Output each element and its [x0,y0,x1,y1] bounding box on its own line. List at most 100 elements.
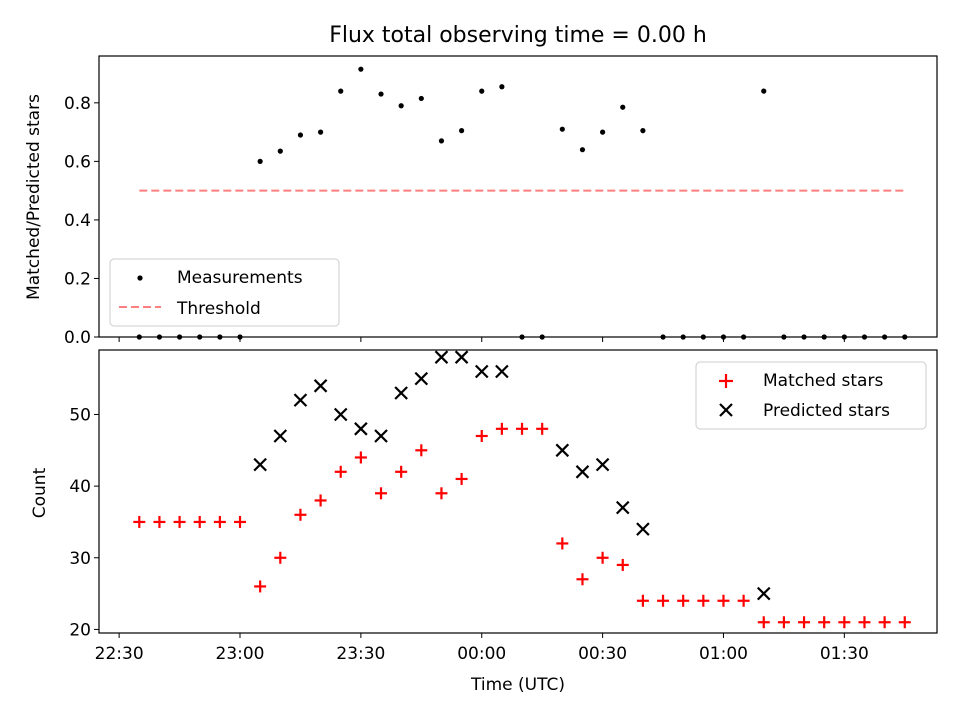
count-legend: Matched stars Predicted stars [695,361,927,430]
ratio-y-tick-label: 0.8 [64,94,91,114]
count-x-tick-label: 22:30 [95,644,144,664]
matched-stars-point [677,594,690,607]
count-x-ticks: 22:30 23:00 23:30 00:00 00:30 01:00 01:30 [95,633,869,664]
matched-stars-point [636,594,649,607]
predicted-stars-point [555,443,570,458]
matched-stars-point [495,422,508,435]
ratio-legend-box [109,258,340,327]
matched-stars-point [475,429,488,442]
measurement-point [378,91,384,97]
ratio-legend: Measurements Threshold [109,258,340,327]
matched-stars-point [878,616,891,629]
ratio-y-tick-label: 0.4 [64,211,91,231]
legend-predicted-marker [719,403,733,417]
count-x-tick-label: 01:00 [699,644,748,664]
predicted-stars-point [615,500,630,515]
measurement-point [257,158,263,164]
measurement-point [579,147,586,153]
matched-stars-point [777,616,790,629]
predicted-stars-point [273,429,288,443]
count-y-tick-label: 40 [69,477,91,497]
predicted-stars-point [454,350,469,364]
legend-predicted-label: Predicted stars [763,401,890,421]
predicted-stars-point [293,393,308,407]
matched-stars-point [717,594,730,607]
matched-stars-point [596,551,609,564]
matched-stars-point [757,616,770,629]
ratio-y-tick-label: 0.6 [64,152,91,172]
predicted-stars-point [575,465,590,479]
predicted-stars-point [636,522,650,536]
measurement-point [761,88,767,94]
matched-stars-point [274,551,287,564]
predicted-stars-point [354,422,368,436]
measurement-point [499,84,505,90]
matched-stars-point [153,515,166,528]
count-plot-frame [98,349,938,634]
matched-stars-point [435,487,448,500]
matched-stars-point [516,422,529,435]
measurement-point [358,66,364,72]
predicted-stars-point [333,407,348,422]
matched-stars-point [536,422,549,435]
count-panel: Count Time (UTC) 20 30 40 50 22:30 23:00 23:3… [30,349,938,695]
count-x-tick-label: 23:30 [336,644,385,664]
measurement-point [438,138,445,144]
predicted-stars-point [414,371,429,386]
measurement-point [277,148,283,154]
ratio-y-tick-label: 0.0 [64,328,91,348]
ratio-panel: Flux total observing time = 0.00 h Match… [24,23,938,348]
count-legend-box [695,361,927,430]
matched-stars-point [294,508,307,521]
count-y-tick-label: 20 [69,620,91,640]
count-x-tick-label: 23:00 [216,644,265,664]
count-y-tick-label: 30 [69,549,91,569]
matched-stars-point [818,616,831,629]
matched-stars-point [133,515,146,528]
measurement-point [458,128,465,134]
legend-measurements-marker [137,275,143,281]
matched-stars-point [858,616,871,629]
legend-measurements-label: Measurements [177,268,303,288]
matched-stars-point [697,594,710,607]
ratio-y-ticks: 0.0 0.2 0.4 0.6 0.8 [64,94,99,348]
measurement-point [600,129,606,135]
matched-stars-point [254,580,267,593]
count-x-tick-label: 00:00 [457,644,506,664]
measurement-point [297,132,304,138]
matched-stars-point [213,515,226,528]
measurement-point [398,103,404,109]
chart-title: Flux total observing time = 0.00 h [329,23,707,48]
legend-threshold-label: Threshold [176,299,261,319]
ratio-y-tick-label: 0.2 [64,269,91,289]
predicted-stars-point [313,379,328,393]
matched-stars-point [455,472,468,485]
ratio-plot-frame [98,55,938,338]
predicted-stars-point [474,364,489,379]
matched-stars-point [898,616,911,629]
predicted-stars-point [394,386,408,400]
count-x-axis-label: Time (UTC) [470,675,565,695]
matched-stars-point [838,616,851,629]
matched-stars-point [798,616,811,629]
matched-stars-point [193,515,206,528]
predicted-stars-point [495,364,509,379]
legend-matched-marker [719,374,733,388]
legend-matched-label: Matched stars [763,371,883,391]
count-y-axis-label: Count [30,467,50,518]
measurement-point [479,88,485,94]
matched-stars-point [657,594,670,607]
matched-stars-point [173,515,186,528]
ratio-y-axis-label: Matched/Predicted stars [24,94,44,300]
measurement-point [317,129,324,135]
predicted-stars-point [595,457,610,472]
predicted-stars-point [374,429,388,443]
predicted-stars-point [434,350,449,364]
predicted-stars-point [253,457,267,472]
matched-stars-point [334,465,347,478]
count-marks [133,350,911,629]
measurement-point [640,128,646,134]
matched-stars-point [616,558,629,571]
matched-stars-point [234,515,247,528]
